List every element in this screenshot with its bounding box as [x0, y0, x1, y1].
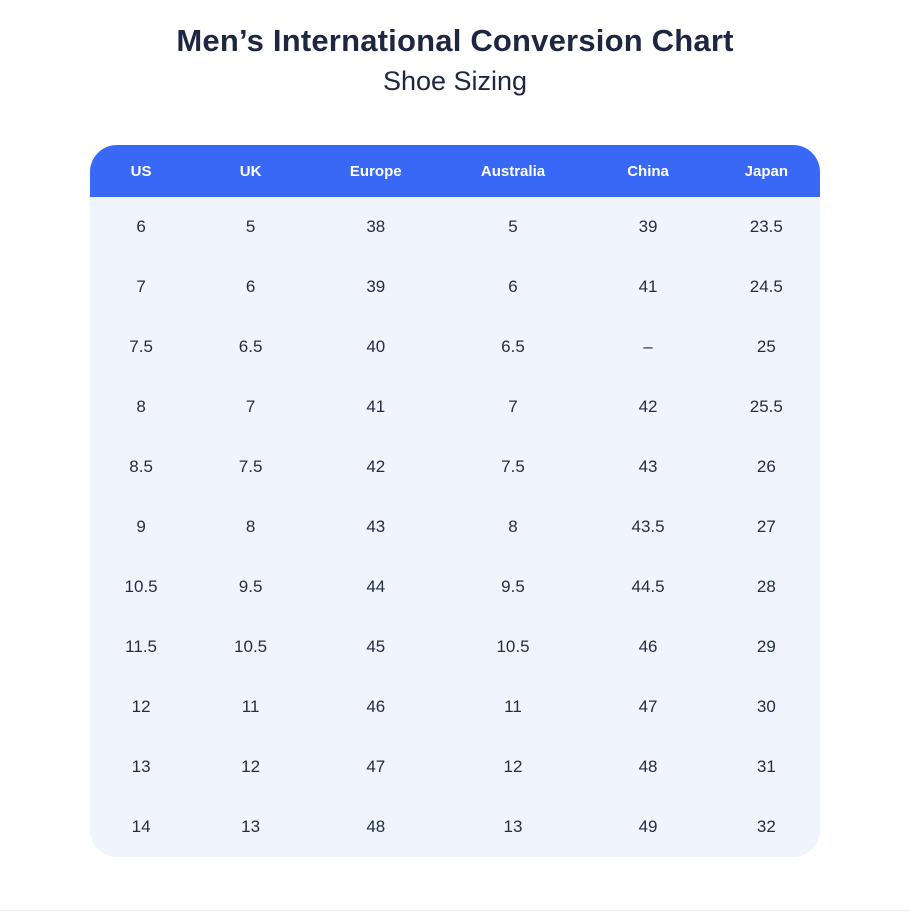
table-cell: 6.5 [238, 337, 263, 356]
table-cell: 10.5 [234, 637, 268, 656]
table-cell: 30 [756, 697, 776, 716]
table-cell: 6 [245, 277, 256, 296]
table-cell: – [643, 337, 653, 356]
table-cell: 8.5 [129, 457, 153, 476]
table-row: 10.5 9.5 44 9.5 44.5 28 [90, 557, 820, 617]
table-cell: 43 [638, 457, 658, 476]
table-row: 9 8 43 8 43.5 27 [90, 497, 820, 557]
table-cell: 13 [241, 817, 261, 836]
table-cell: 6 [136, 217, 146, 236]
table-cell: 25 [756, 337, 776, 356]
table-cell: 7.5 [129, 337, 153, 356]
table-cell: 9.5 [501, 577, 525, 596]
table-row: 13 12 47 12 48 31 [90, 737, 820, 797]
table-cell: 8 [508, 517, 518, 536]
table-row: 6 5 38 5 39 23.5 [90, 197, 820, 257]
page-subtitle: Shoe Sizing [382, 66, 528, 96]
table-cell: 5 [508, 217, 518, 236]
table-cell: 46 [366, 697, 386, 716]
table-cell: 23.5 [749, 217, 783, 236]
table-cell: 12 [241, 757, 261, 776]
table-cell: 28 [756, 577, 776, 596]
table-cell: 24.5 [749, 277, 783, 296]
column-header-uk: UK [239, 162, 262, 180]
column-header-australia: Australia [480, 162, 546, 180]
table-cell: 44 [366, 577, 386, 596]
table-cell: 48 [638, 757, 658, 776]
column-header-us: US [130, 162, 152, 180]
table-cell: 8 [245, 517, 256, 536]
table-cell: 11.5 [125, 637, 157, 656]
column-header-europe: Europe [349, 162, 402, 180]
table-cell: 7.5 [501, 457, 525, 476]
table-body: 6 5 38 5 39 23.5 7 6 39 6 41 24.5 7.5 6.5 40 6.5 – 25 8 7 41… [90, 197, 820, 857]
table-cell: 41 [638, 277, 658, 296]
table-cell: 43 [366, 517, 386, 536]
table-row: 14 13 48 13 49 32 [90, 797, 820, 857]
table-cell: 9 [136, 517, 146, 536]
table-cell: 13 [131, 757, 151, 776]
page-title: Men’s International Conversion Chart [176, 23, 734, 58]
table-cell: 39 [638, 217, 658, 236]
table-row: 7 6 39 6 41 24.5 [90, 257, 820, 317]
table-cell: 42 [366, 457, 386, 476]
table-cell: 5 [245, 217, 256, 236]
table-cell: 49 [638, 817, 658, 836]
table-row: 12 11 46 11 47 30 [90, 677, 820, 737]
table-cell: 29 [756, 637, 776, 656]
table-cell: 13 [503, 817, 523, 836]
table-cell: 12 [503, 757, 523, 776]
table-cell: 11 [504, 697, 522, 716]
table-cell: 47 [638, 697, 658, 716]
table-cell: 25.5 [749, 397, 783, 416]
table-cell: 7.5 [238, 457, 263, 476]
table-cell: 32 [756, 817, 776, 836]
table-cell: 6 [508, 277, 518, 296]
conversion-table: US UK Europe Australia China Japan 6 5 38 5 39 23.… [90, 145, 820, 857]
table-header-row: US UK Europe Australia China Japan [90, 145, 820, 197]
table-cell: 46 [638, 637, 658, 656]
bottom-divider [0, 910, 910, 911]
table-cell: 40 [366, 337, 386, 356]
table-cell: 27 [756, 517, 776, 536]
table-cell: 10.5 [124, 577, 158, 596]
table-cell: 44.5 [631, 577, 665, 596]
table-cell: 9.5 [238, 577, 263, 596]
table-cell: 11 [241, 697, 260, 716]
table-cell: 31 [756, 757, 776, 776]
table-cell: 6.5 [501, 337, 525, 356]
table-cell: 39 [366, 277, 386, 296]
table-cell: 47 [366, 757, 386, 776]
column-header-china: China [627, 162, 669, 180]
table-row: 11.5 10.5 45 10.5 46 29 [90, 617, 820, 677]
table-row: 8.5 7.5 42 7.5 43 26 [90, 437, 820, 497]
table-row: 7.5 6.5 40 6.5 – 25 [90, 317, 820, 377]
table-cell: 48 [366, 817, 386, 836]
table-cell: 7 [136, 277, 146, 296]
table-cell: 7 [508, 397, 518, 416]
table-cell: 10.5 [496, 637, 530, 656]
table-cell: 7 [245, 397, 256, 416]
column-header-japan: Japan [744, 162, 788, 180]
table-row: 8 7 41 7 42 25.5 [90, 377, 820, 437]
table-cell: 42 [638, 397, 658, 416]
table-cell: 14 [131, 817, 151, 836]
table-cell: 41 [366, 397, 386, 416]
table-cell: 12 [131, 697, 151, 716]
table-cell: 8 [136, 397, 146, 416]
table-cell: 26 [756, 457, 776, 476]
table-cell: 43.5 [631, 517, 665, 536]
table-cell: 38 [366, 217, 386, 236]
table-cell: 45 [366, 637, 386, 656]
conversion-table-grid: US UK Europe Australia China Japan 6 5 38 5 39 23.… [90, 145, 820, 857]
